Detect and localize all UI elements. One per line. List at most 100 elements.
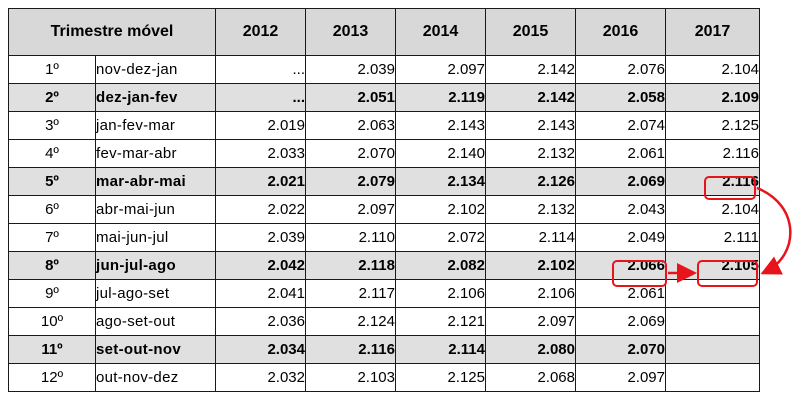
value-cell: 2.041: [215, 279, 306, 308]
value-cell: 2.034: [215, 335, 306, 364]
value-cell: 2.132: [485, 195, 576, 224]
row-period: set-out-nov: [95, 335, 216, 364]
value-cell: [665, 279, 760, 308]
value-cell: [665, 363, 760, 392]
header-year: 2014: [395, 8, 486, 56]
row-ordinal: 9º: [8, 279, 96, 308]
table-row: 3º jan-fev-mar 2.019 2.063 2.143 2.143 2.074 2.…: [8, 111, 760, 140]
value-cell: 2.070: [575, 335, 666, 364]
header-row: Trimestre móvel 2012 2013 2014 2015 2016…: [8, 8, 760, 56]
value-cell: 2.069: [575, 307, 666, 336]
value-cell: 2.114: [395, 335, 486, 364]
value-cell: 2.106: [485, 279, 576, 308]
value-cell: 2.105: [665, 251, 760, 280]
value-cell: 2.126: [485, 167, 576, 196]
row-ordinal: 8º: [8, 251, 96, 280]
value-cell: 2.066: [575, 251, 666, 280]
row-ordinal: 6º: [8, 195, 96, 224]
row-period: out-nov-dez: [95, 363, 216, 392]
row-period: dez-jan-fev: [95, 83, 216, 112]
header-year: 2017: [665, 8, 760, 56]
value-cell: 2.043: [575, 195, 666, 224]
value-cell: 2.069: [575, 167, 666, 196]
value-cell: 2.143: [485, 111, 576, 140]
value-cell: 2.068: [485, 363, 576, 392]
row-period: jul-ago-set: [95, 279, 216, 308]
value-cell: 2.033: [215, 139, 306, 168]
value-cell: 2.036: [215, 307, 306, 336]
value-cell: 2.039: [215, 223, 306, 252]
value-cell: 2.072: [395, 223, 486, 252]
value-cell: 2.076: [575, 55, 666, 84]
row-period: abr-mai-jun: [95, 195, 216, 224]
value-cell: 2.142: [485, 55, 576, 84]
row-period: jun-jul-ago: [95, 251, 216, 280]
value-cell: 2.111: [665, 223, 760, 252]
value-cell: 2.124: [305, 307, 396, 336]
value-cell: 2.117: [305, 279, 396, 308]
row-ordinal: 10º: [8, 307, 96, 336]
value-cell: [665, 307, 760, 336]
value-cell: 2.121: [395, 307, 486, 336]
value-cell: 2.104: [665, 195, 760, 224]
table-row: 10º ago-set-out 2.036 2.124 2.121 2.097 2.069: [8, 307, 760, 336]
value-cell: 2.032: [215, 363, 306, 392]
value-cell: 2.143: [395, 111, 486, 140]
value-cell: 2.097: [305, 195, 396, 224]
value-cell: 2.022: [215, 195, 306, 224]
value-cell: 2.103: [305, 363, 396, 392]
value-cell: 2.102: [395, 195, 486, 224]
header-year: 2012: [215, 8, 306, 56]
table-row: 5º mar-abr-mai 2.021 2.079 2.134 2.126 2.069 2.…: [8, 167, 760, 196]
value-cell: 2.039: [305, 55, 396, 84]
value-cell: 2.116: [305, 335, 396, 364]
value-cell: 2.021: [215, 167, 306, 196]
table-row: 8º jun-jul-ago 2.042 2.118 2.082 2.102 2.066 2.…: [8, 251, 760, 280]
table-row: 2º dez-jan-fev... 2.051 2.119 2.142 2.058 2.10…: [8, 83, 760, 112]
header-year: 2013: [305, 8, 396, 56]
table-row: 4º fev-mar-abr 2.033 2.070 2.140 2.132 2.061 2.…: [8, 139, 760, 168]
value-cell: 2.097: [395, 55, 486, 84]
value-cell: 2.142: [485, 83, 576, 112]
row-ordinal: 4º: [8, 139, 96, 168]
value-cell: 2.074: [575, 111, 666, 140]
header-year: 2016: [575, 8, 666, 56]
value-cell: 2.114: [485, 223, 576, 252]
value-cell: 2.063: [305, 111, 396, 140]
value-cell: 2.042: [215, 251, 306, 280]
row-period: fev-mar-abr: [95, 139, 216, 168]
value-cell: 2.116: [665, 139, 760, 168]
row-ordinal: 11º: [8, 335, 96, 364]
value-cell: 2.140: [395, 139, 486, 168]
value-cell: 2.134: [395, 167, 486, 196]
value-cell: 2.125: [665, 111, 760, 140]
row-ordinal: 1º: [8, 55, 96, 84]
row-ordinal: 3º: [8, 111, 96, 140]
value-cell: 2.106: [395, 279, 486, 308]
row-ordinal: 7º: [8, 223, 96, 252]
value-cell: ...: [215, 55, 306, 84]
table-row: 9º jul-ago-set 2.041 2.117 2.106 2.106 2.061: [8, 279, 760, 308]
row-period: nov-dez-jan: [95, 55, 216, 84]
row-period: mar-abr-mai: [95, 167, 216, 196]
value-cell: [665, 335, 760, 364]
row-period: jan-fev-mar: [95, 111, 216, 140]
value-cell: 2.102: [485, 251, 576, 280]
row-period: mai-jun-jul: [95, 223, 216, 252]
row-ordinal: 5º: [8, 167, 96, 196]
value-cell: 2.082: [395, 251, 486, 280]
value-cell: 2.125: [395, 363, 486, 392]
value-cell: 2.049: [575, 223, 666, 252]
value-cell: 2.116: [665, 167, 760, 196]
value-cell: 2.104: [665, 55, 760, 84]
value-cell: 2.058: [575, 83, 666, 112]
row-period: ago-set-out: [95, 307, 216, 336]
table-row: 12º out-nov-dez 2.032 2.103 2.125 2.068 2.097: [8, 363, 760, 392]
value-cell: 2.080: [485, 335, 576, 364]
table-row: 1º nov-dez-jan... 2.039 2.097 2.142 2.076 2.10…: [8, 55, 760, 84]
value-cell: 2.097: [575, 363, 666, 392]
data-table: Trimestre móvel 2012 2013 2014 2015 2016…: [8, 8, 760, 392]
header-period: Trimestre móvel: [8, 8, 216, 56]
value-cell: 2.110: [305, 223, 396, 252]
value-cell: 2.061: [575, 139, 666, 168]
